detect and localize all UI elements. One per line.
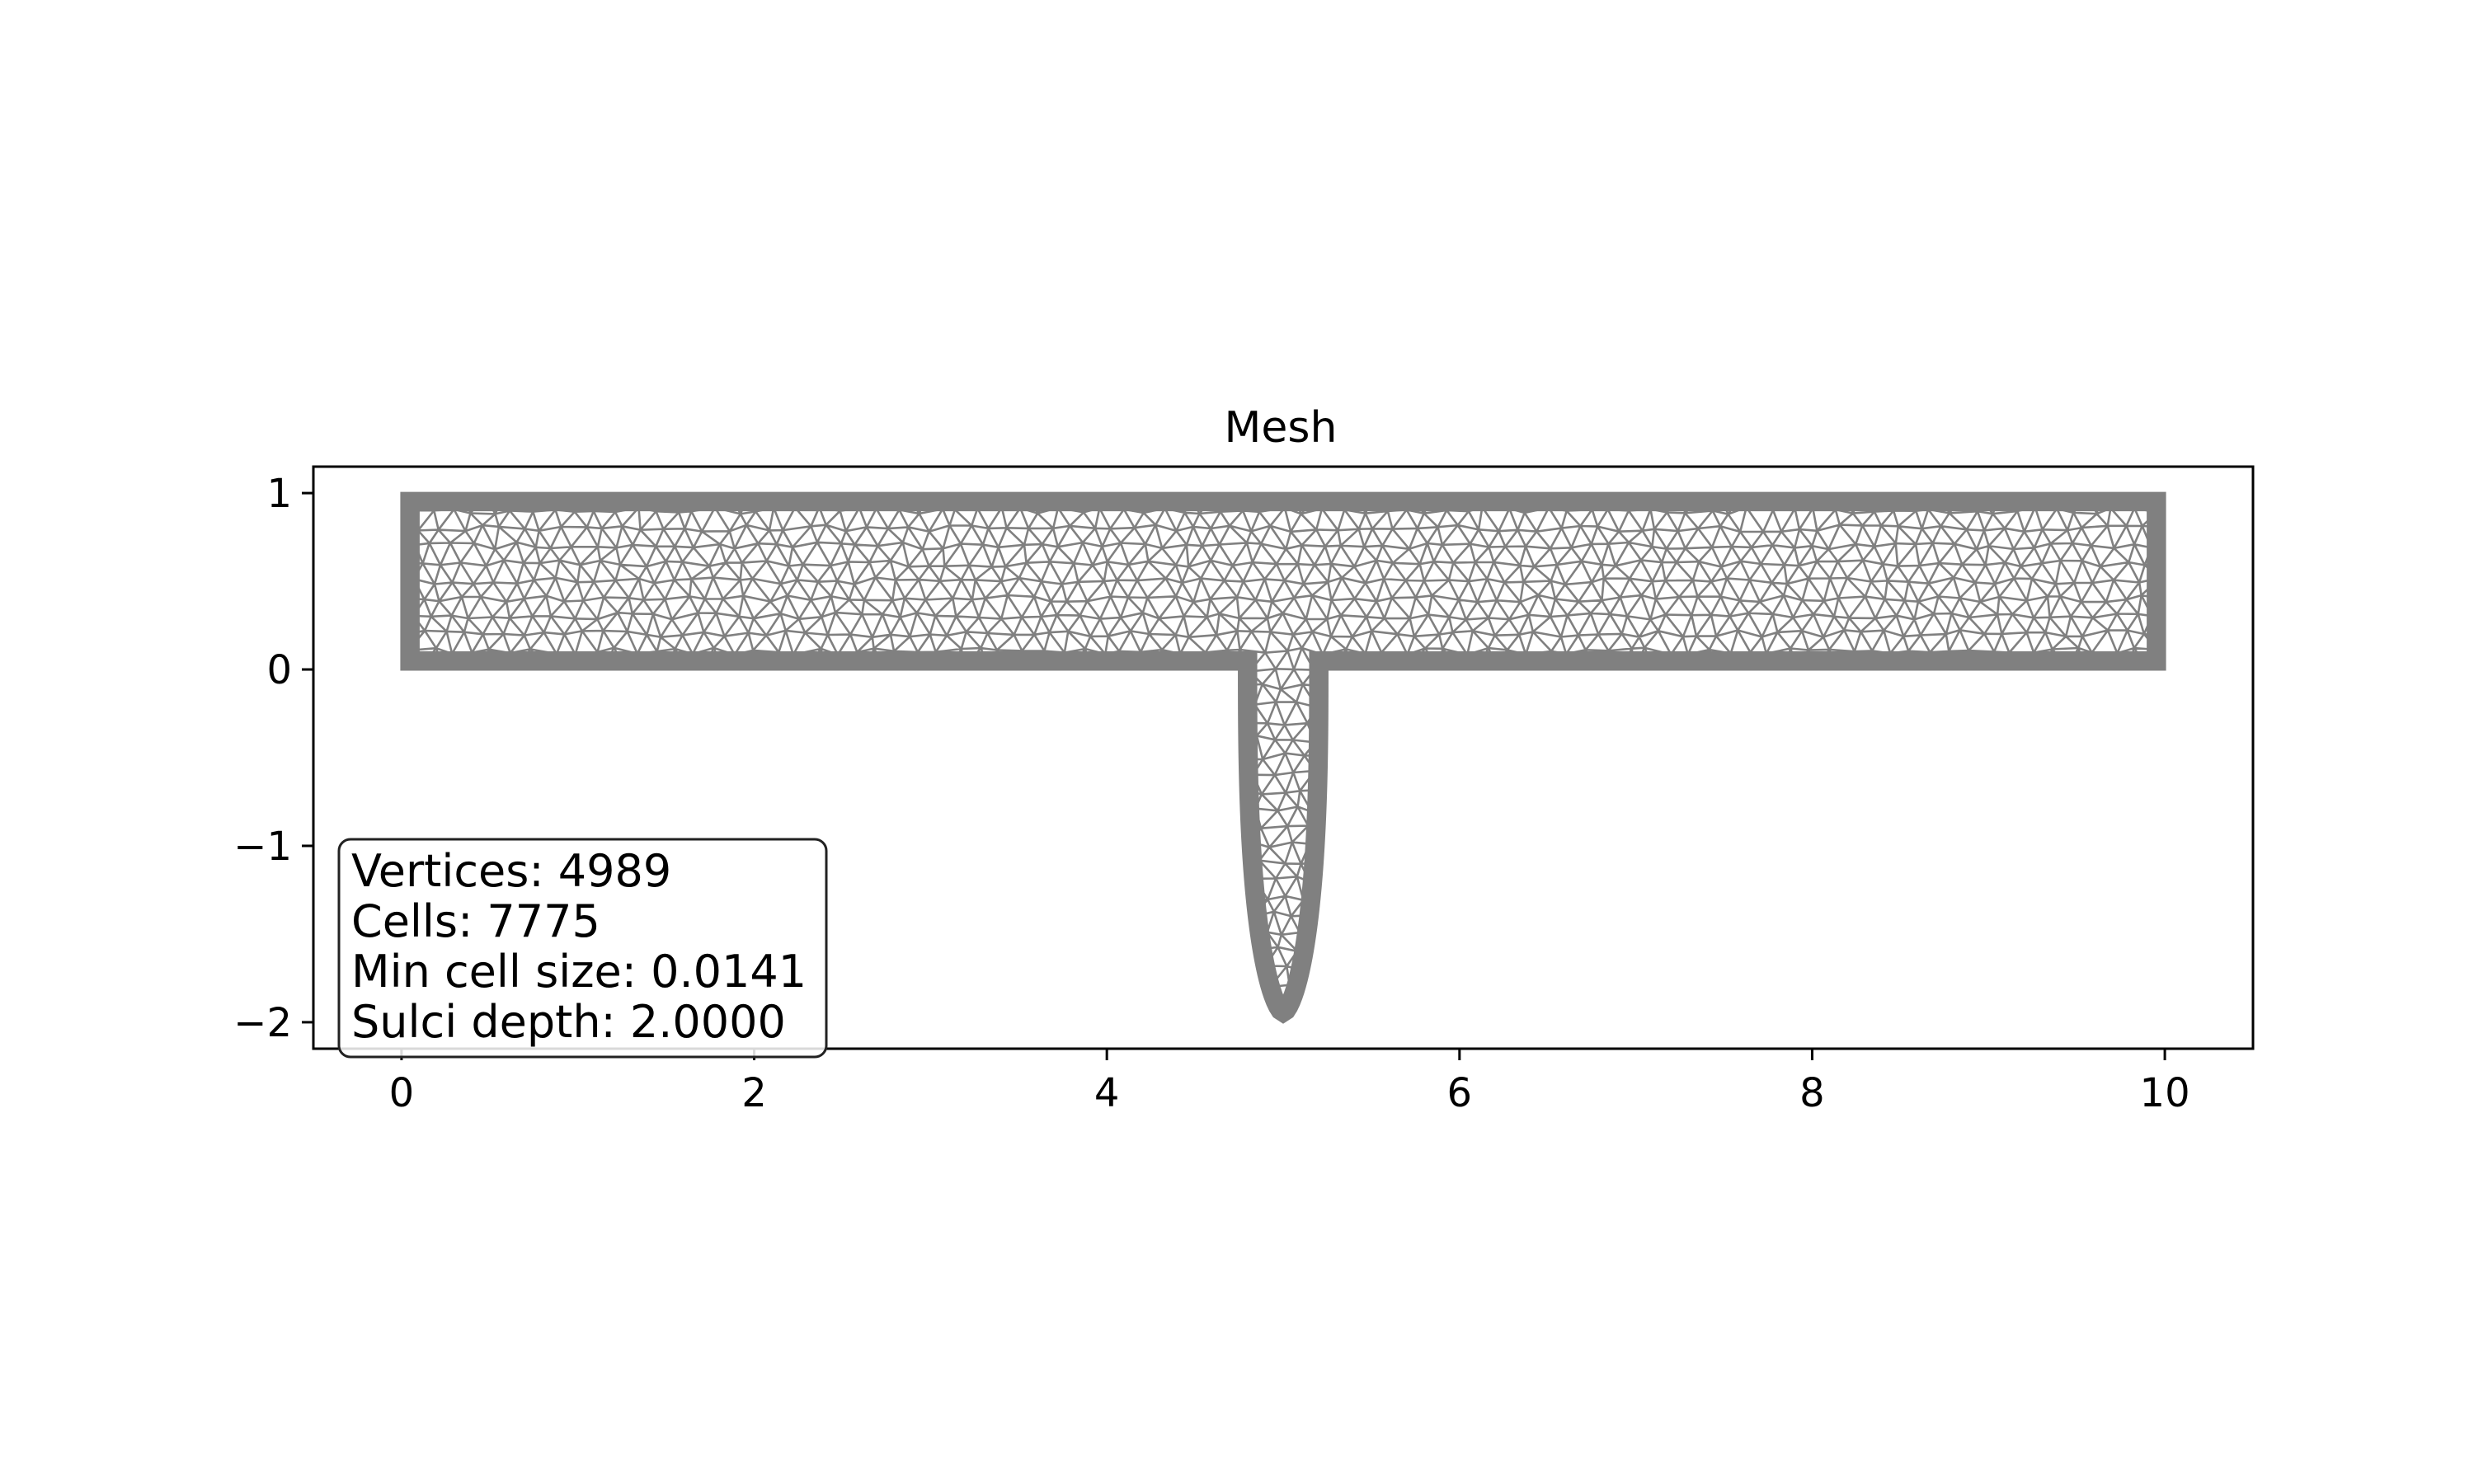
x-tick-label: 4 [1094,1070,1120,1116]
info-vertices: Vertices: 4989 [351,845,671,897]
x-tick-label: 8 [1799,1070,1825,1116]
y-tick-label: 1 [266,471,292,517]
x-tick-label: 0 [389,1070,415,1116]
y-tick-label: −2 [233,1000,292,1046]
chart-title: Mesh [1225,403,1338,453]
mesh-layer [400,491,2166,1024]
x-axis: 0 2 4 6 8 10 [389,1049,2190,1116]
mesh-boundary-edge [400,491,2166,1024]
y-tick-label: −1 [233,824,292,870]
x-tick-label: 6 [1447,1070,1473,1116]
info-box-frame [337,838,828,1059]
info-min-cell-size: Min cell size: 0.0141 [351,946,807,998]
x-tick-label: 2 [741,1070,767,1116]
x-tick-label: 10 [2140,1070,2190,1116]
info-cells: Cells: 7775 [351,895,600,947]
info-sulci-depth: Sulci depth: 2.0000 [351,996,786,1048]
y-axis: 1 0 −1 −2 [233,471,313,1046]
info-box: Vertices: 4989 Cells: 7775 Min cell size… [337,838,828,1059]
axes-frame [312,465,2255,1050]
y-tick-label: 0 [266,647,292,693]
